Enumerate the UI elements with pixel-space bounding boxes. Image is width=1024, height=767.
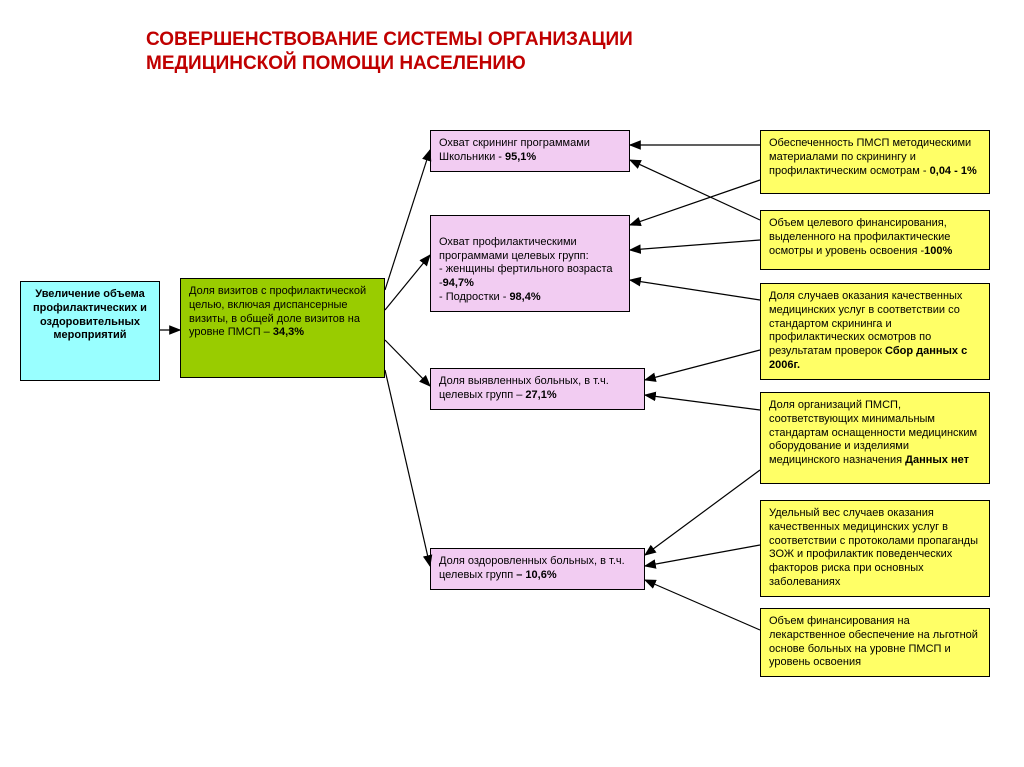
arrow-y4-to-pink4: [645, 470, 760, 555]
node-indicator-visit-share: Доля визитов с профилактической целью, в…: [180, 278, 385, 378]
node-medication-financing-volume: Объем финансирования на лекарственное об…: [760, 608, 990, 677]
node-goal-increase-prevention: Увеличение объема профилактических и озд…: [20, 281, 160, 381]
node-text: Доля выявленных больных, в т.ч. целевых …: [439, 375, 609, 401]
node-quality-services-zoj-protocols: Удельный вес случаев оказания качественн…: [760, 500, 990, 597]
node-value: 0,04 - 1%: [930, 165, 977, 177]
node-text: Увеличение объема профилактических и озд…: [33, 288, 147, 341]
node-value: 95,1%: [505, 151, 536, 163]
node-pmsp-equipment-standards: Доля организаций ПМСП, соответствующих м…: [760, 392, 990, 484]
title-line1: СОВЕРШЕНСТВОВАНИЕ СИСТЕМЫ ОРГАНИЗАЦИИ: [146, 29, 633, 50]
node-text: Удельный вес случаев оказания качественн…: [769, 507, 978, 588]
node-targeted-financing-volume: Объем целевого финансирования, выделенно…: [760, 210, 990, 270]
arrow-y3-to-pink2: [630, 280, 760, 300]
title-line2: МЕДИЦИНСКОЙ ПОМОЩИ НАСЕЛЕНИЮ: [146, 53, 526, 74]
node-value: 94,7%: [443, 277, 474, 289]
node-quality-services-screening-standard: Доля случаев оказания качественных медиц…: [760, 283, 990, 380]
arrow-y1-to-pink2: [630, 180, 760, 225]
node-value: Данных нет: [905, 454, 969, 466]
node-prevention-coverage-target-groups: Охват профилактическими программами целе…: [430, 215, 630, 312]
arrow-green-to-pink3: [385, 340, 430, 386]
arrow-y6-to-pink4: [645, 580, 760, 630]
arrow-green-to-pink1: [385, 150, 430, 290]
arrow-y5-to-pink4: [645, 545, 760, 566]
arrow-y2-to-pink1: [630, 160, 760, 220]
arrow-green-to-pink4: [385, 370, 430, 566]
node-text: - Подростки -: [439, 291, 509, 303]
node-value: 100%: [924, 245, 952, 257]
arrow-y4-to-pink3: [645, 395, 760, 410]
node-value: 27,1%: [525, 389, 556, 401]
arrow-y2-to-pink2: [630, 240, 760, 250]
node-value: 98,4%: [509, 291, 540, 303]
node-value: – 10,6%: [516, 569, 556, 581]
node-screening-coverage-schoolchildren: Охват скрининг программами Школьники - 9…: [430, 130, 630, 172]
node-detected-patients-share: Доля выявленных больных, в т.ч. целевых …: [430, 368, 645, 410]
node-pmsp-materials-provision: Обеспеченность ПМСП методическими матери…: [760, 130, 990, 194]
node-text: Объем финансирования на лекарственное об…: [769, 615, 978, 668]
page-title: СОВЕРШЕНСТВОВАНИЕ СИСТЕМЫ ОРГАНИЗАЦИИ МЕ…: [146, 28, 633, 76]
arrow-y3-to-pink3: [645, 350, 760, 380]
node-value: 34,3%: [273, 326, 304, 338]
node-recovered-patients-share: Доля оздоровленных больных, в т.ч. целев…: [430, 548, 645, 590]
arrow-green-to-pink2: [385, 255, 430, 310]
